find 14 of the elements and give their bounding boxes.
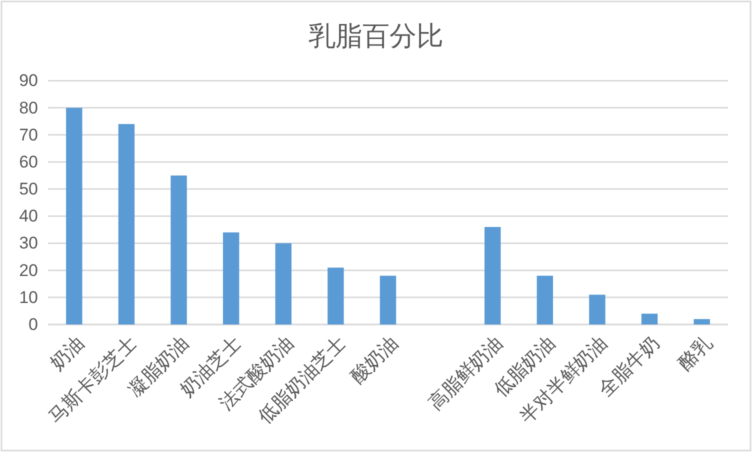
y-tick-label: 30 bbox=[19, 234, 38, 253]
y-tick-label: 60 bbox=[19, 152, 38, 172]
y-tick-label: 80 bbox=[19, 98, 38, 118]
y-tick-label: 40 bbox=[19, 206, 38, 226]
x-tick-label: 奶油 bbox=[46, 332, 89, 374]
x-tick-label: 酸奶油 bbox=[347, 332, 402, 388]
y-tick-label: 20 bbox=[19, 260, 38, 280]
x-tick-label: 酪乳 bbox=[674, 332, 716, 374]
y-tick-label: 90 bbox=[19, 71, 38, 90]
title: 乳脂百分比 bbox=[308, 21, 444, 51]
y-tick-label: 70 bbox=[19, 125, 38, 144]
y-tick-label: 50 bbox=[19, 180, 38, 199]
y-tick-label: 10 bbox=[19, 288, 38, 307]
y-tick-label: 0 bbox=[28, 315, 38, 334]
